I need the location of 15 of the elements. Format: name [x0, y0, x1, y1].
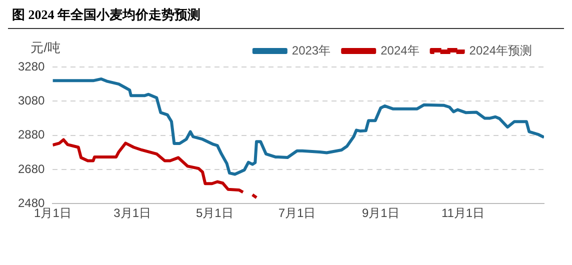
y-tick-label: 2680 [18, 162, 46, 176]
chart-title: 图 2024 年全国小麦均价走势预测 [8, 0, 564, 29]
x-tick-label: 3月1日 [114, 206, 152, 220]
x-tick-label: 5月1日 [196, 206, 234, 220]
x-tick-label: 9月1日 [362, 206, 400, 220]
y-tick-label: 2880 [18, 128, 46, 142]
x-tick-label: 7月1日 [278, 206, 316, 220]
y-tick-label: 3080 [18, 93, 46, 108]
legend-label: 2024年 [380, 43, 420, 58]
y-tick-label: 3280 [18, 59, 46, 74]
x-tick-label: 1月1日 [34, 206, 72, 220]
x-tick-label: 11月1日 [441, 206, 485, 220]
legend-label: 2024年预测 [469, 43, 532, 58]
legend-label: 2023年 [292, 43, 331, 58]
y-axis-title: 元/吨 [30, 40, 60, 56]
